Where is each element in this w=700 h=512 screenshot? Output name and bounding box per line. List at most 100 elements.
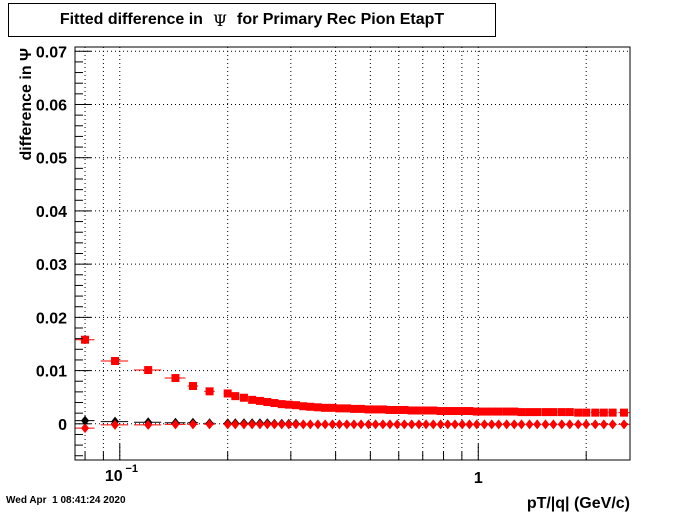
data-point-square — [458, 407, 467, 416]
data-point-diamond — [270, 419, 279, 430]
data-point-diamond — [385, 419, 394, 430]
y-tick-label: 0.07 — [36, 44, 67, 61]
y-tick-label: 0.05 — [36, 151, 67, 168]
data-point-diamond — [205, 419, 214, 430]
data-point-diamond — [487, 419, 496, 430]
data-point-diamond — [81, 423, 90, 434]
data-point-diamond — [239, 419, 248, 430]
data-point-square — [306, 402, 315, 411]
data-point-square — [144, 366, 153, 375]
data-point-diamond — [436, 419, 445, 430]
data-point-square — [335, 404, 344, 413]
data-point-square — [565, 408, 574, 417]
data-point-diamond — [342, 419, 351, 430]
data-point-square — [510, 407, 519, 416]
data-point-square — [357, 404, 366, 413]
data-point-square — [263, 397, 272, 406]
data-point-diamond — [255, 419, 264, 430]
data-point-square — [205, 387, 214, 396]
data-point-square — [371, 405, 380, 414]
data-point-diamond — [263, 419, 272, 430]
data-point-diamond — [549, 419, 558, 430]
data-point-square — [494, 407, 503, 416]
plot-frame — [74, 46, 631, 461]
data-point-diamond — [371, 419, 380, 430]
data-point-diamond — [591, 419, 600, 430]
data-point-square — [270, 399, 279, 408]
data-point-diamond — [407, 419, 416, 430]
data-point-square — [385, 405, 394, 414]
data-point-square — [422, 406, 431, 415]
data-point-diamond — [574, 419, 583, 430]
data-point-diamond — [414, 419, 423, 430]
data-point-square — [502, 407, 511, 416]
data-point-diamond — [223, 419, 232, 430]
data-point-diamond — [525, 419, 534, 430]
data-point-diamond — [364, 419, 373, 430]
data-point-diamond — [510, 419, 519, 430]
data-point-square — [436, 407, 445, 416]
data-point-diamond — [393, 419, 402, 430]
series-square-0 — [75, 335, 630, 417]
data-point-square — [188, 382, 197, 391]
data-point-diamond — [81, 415, 90, 426]
data-point-square — [313, 403, 322, 412]
data-point-square — [111, 357, 120, 366]
data-point-square — [393, 405, 402, 414]
data-point-diamond — [357, 419, 366, 430]
data-point-square — [533, 408, 542, 417]
data-point-square — [223, 389, 232, 398]
data-point-diamond — [284, 419, 293, 430]
data-point-square — [248, 395, 257, 404]
data-point-diamond — [541, 419, 550, 430]
data-point-diamond — [231, 419, 240, 430]
title-text-part1: Fitted difference in — [59, 11, 203, 28]
data-point-square — [378, 405, 387, 414]
data-point-diamond — [599, 419, 608, 430]
psi-symbol: Ψ — [212, 10, 227, 30]
timestamp: Wed Apr 1 08:41:24 2020 — [6, 495, 126, 506]
data-point-square — [472, 407, 481, 416]
data-point-square — [557, 408, 566, 417]
data-point-diamond — [321, 419, 330, 430]
y-tick-label: 0.01 — [36, 364, 67, 381]
data-point-square — [255, 396, 264, 405]
data-point-diamond — [582, 419, 591, 430]
y-axis-title: difference in Ψ — [18, 48, 35, 161]
data-point-square — [284, 400, 293, 409]
data-point-square — [414, 406, 423, 415]
data-point-diamond — [277, 419, 286, 430]
y-tick-label: 0.06 — [36, 97, 67, 114]
data-point-diamond — [335, 419, 344, 430]
x-tick-label: 10 — [105, 468, 123, 485]
data-point-diamond — [565, 419, 574, 430]
data-point-diamond — [608, 419, 617, 430]
data-point-square — [487, 407, 496, 416]
data-point-diamond — [248, 419, 257, 430]
data-point-diamond — [533, 419, 542, 430]
data-point-diamond — [349, 419, 358, 430]
data-point-square — [400, 405, 409, 414]
data-point-square — [591, 408, 600, 417]
x-axis-title: pT/|q| (GeV/c) — [527, 495, 630, 512]
y-tick-label: 0.03 — [36, 257, 67, 274]
y-tick-label: 0.04 — [36, 204, 67, 221]
data-point-diamond — [557, 419, 566, 430]
data-point-square — [407, 406, 416, 415]
data-point-diamond — [465, 419, 474, 430]
data-point-diamond — [458, 419, 467, 430]
data-point-square — [517, 408, 526, 417]
data-point-square — [299, 402, 308, 411]
data-point-square — [620, 408, 629, 417]
data-point-square — [239, 393, 248, 402]
data-point-square — [231, 392, 240, 401]
data-point-square — [608, 408, 617, 417]
data-series — [75, 335, 630, 434]
data-point-diamond — [111, 419, 120, 430]
data-point-diamond — [502, 419, 511, 430]
data-point-diamond — [443, 419, 452, 430]
data-point-square — [525, 408, 534, 417]
data-point-diamond — [400, 419, 409, 430]
data-point-square — [443, 407, 452, 416]
